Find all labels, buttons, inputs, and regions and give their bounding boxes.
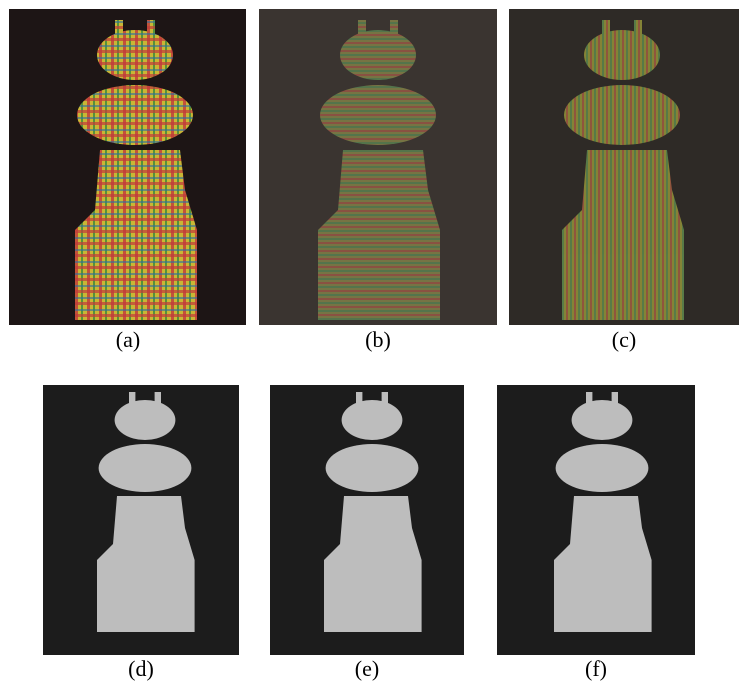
panel-label: (e): [355, 656, 379, 681]
panel-image: [270, 385, 464, 655]
panel-label: (a): [116, 327, 140, 352]
panel-image: [497, 385, 695, 655]
panel-image: [9, 9, 246, 325]
panel-label: (d): [128, 656, 154, 681]
panel-label: (f): [585, 656, 607, 681]
panel-label: (c): [612, 327, 636, 352]
panel-label: (b): [365, 327, 391, 352]
panel-image: [509, 9, 739, 325]
panel-image: [259, 9, 497, 325]
panel-image: [43, 385, 239, 655]
